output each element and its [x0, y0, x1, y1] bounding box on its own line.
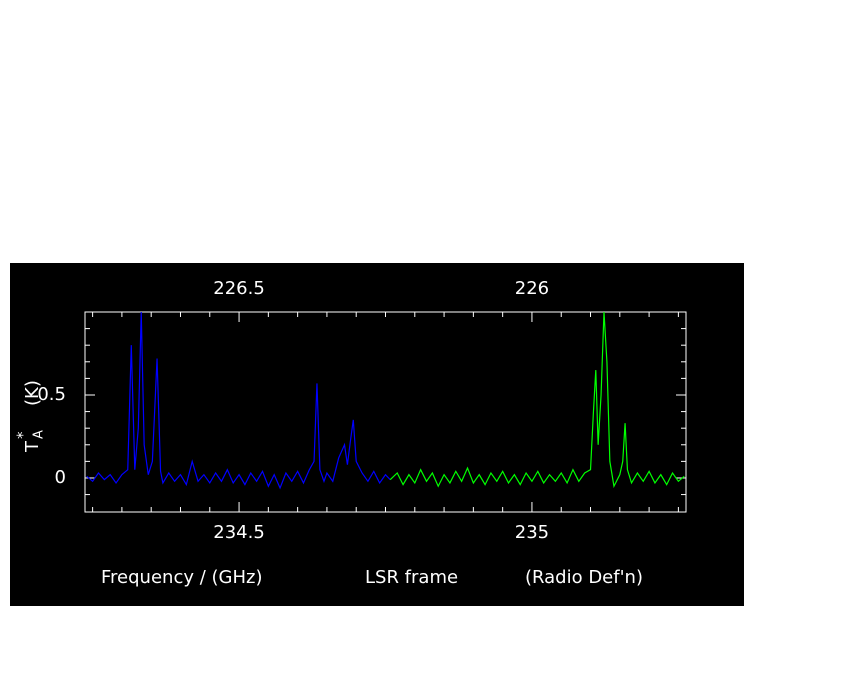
y-tick-label: 0 — [55, 467, 66, 488]
x2-tick-label: 226 — [515, 278, 549, 299]
y-label-subscript: A — [32, 430, 47, 439]
x2-tick-label: 226.5 — [213, 278, 265, 299]
spectrum-line — [389, 311, 685, 489]
x-tick-label: 234.5 — [213, 522, 265, 543]
x-axis-label: (Radio Def'n) — [525, 567, 643, 588]
y-axis-label: T A * (K) — [14, 380, 47, 453]
x-tick-label: 235 — [515, 522, 549, 543]
spectrum-line — [86, 311, 391, 490]
y-label-superscript: * — [14, 431, 32, 439]
panel — [10, 263, 744, 606]
x-axis-label: Frequency / (GHz) — [101, 567, 262, 588]
y-label-main: T — [22, 440, 43, 453]
x-axis-label: LSR frame — [365, 567, 458, 588]
y-tick-label: 0.5 — [37, 384, 66, 405]
y-label-unit: (K) — [22, 380, 43, 406]
